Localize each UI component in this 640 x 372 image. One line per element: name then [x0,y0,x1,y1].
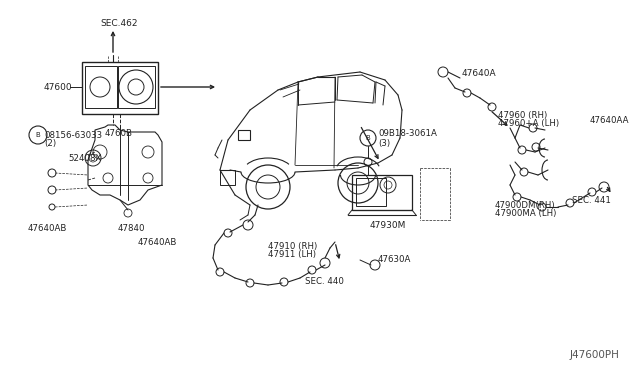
Bar [82,62,158,114]
Text: 4760B: 4760B [105,128,133,138]
Text: 47960+A (LH): 47960+A (LH) [498,119,559,128]
Text: 47911 (LH): 47911 (LH) [268,250,316,260]
Text: 47640AB: 47640AB [28,224,67,232]
Text: 52408X: 52408X [68,154,101,163]
Text: 47600: 47600 [44,83,72,92]
Text: 09B18-3061A: 09B18-3061A [378,128,437,138]
Text: 08156-63033: 08156-63033 [44,131,102,140]
Bar [118,66,155,108]
Text: 47900DM(RH): 47900DM(RH) [495,201,556,209]
Text: 47630A: 47630A [378,256,412,264]
Bar [356,178,386,206]
Text: 47840: 47840 [118,224,145,232]
Bar [85,66,117,108]
Text: 47910 (RH): 47910 (RH) [268,243,317,251]
Text: 47640AB: 47640AB [138,237,177,247]
Text: SEC. 441: SEC. 441 [572,196,611,205]
Text: B: B [36,132,40,138]
Bar [238,130,250,140]
Text: J47600PH: J47600PH [570,350,620,360]
Text: 47640AA: 47640AA [590,115,630,125]
Text: 47930M: 47930M [370,221,406,230]
Text: (2): (2) [44,138,56,148]
Text: 47900MA (LH): 47900MA (LH) [495,208,556,218]
Text: 47960 (RH): 47960 (RH) [498,110,547,119]
Text: SEC.462: SEC.462 [100,19,138,28]
Text: B: B [365,135,371,141]
Text: (3): (3) [378,138,390,148]
Text: SEC. 440: SEC. 440 [305,278,344,286]
Text: 47640A: 47640A [462,68,497,77]
Bar [220,170,235,185]
Bar [352,175,412,210]
